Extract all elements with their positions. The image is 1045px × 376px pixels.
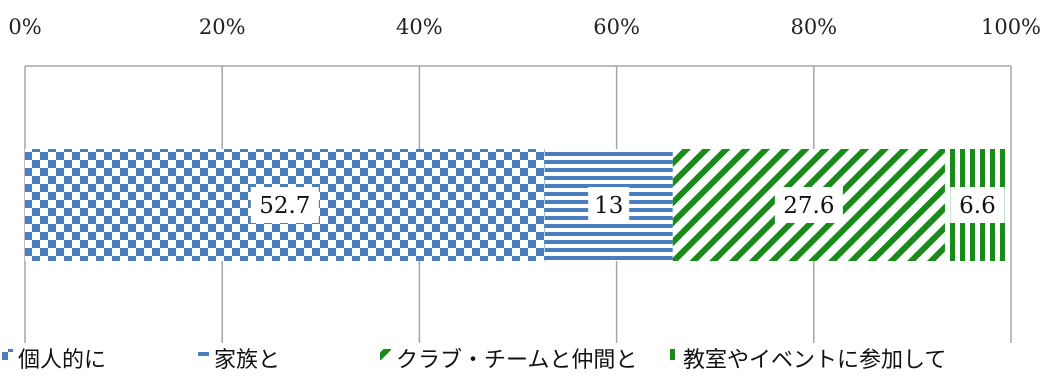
legend-label-2: クラブ・チームと仲間と <box>396 348 637 373</box>
x-tick-label-3: 60% <box>593 15 640 39</box>
data-label-box-3 <box>950 187 1005 223</box>
data-labels: 52.7 13 27.6 6.6 <box>250 187 1005 223</box>
x-tick-label-1: 20% <box>199 15 246 39</box>
legend-swatch-2 <box>380 349 391 360</box>
x-tick-labels: 0% 20% 40% 60% 80% 100% <box>8 15 1041 39</box>
data-label-box-1 <box>588 187 630 223</box>
x-tick-label-4: 80% <box>790 15 837 39</box>
x-tick-label-2: 40% <box>396 15 443 39</box>
x-tick-label-5: 100% <box>981 15 1041 39</box>
legend-label-0: 個人的に <box>18 348 106 373</box>
data-label-box-0 <box>250 187 319 223</box>
data-label-2: 27.6 <box>783 193 834 219</box>
legend-swatch-3 <box>667 349 678 360</box>
data-label-box-2 <box>774 187 843 223</box>
legend-swatch-0 <box>2 349 13 360</box>
data-label-0: 52.7 <box>259 193 310 219</box>
data-label-3: 6.6 <box>959 193 996 219</box>
bar-segments <box>25 149 1011 261</box>
x-tick-label-0: 0% <box>8 15 41 39</box>
legend-label-3: 教室やイベントに参加して <box>683 348 946 373</box>
legend: 個人的に 家族と クラブ・チームと仲間と 教室やイベントに参加して <box>2 348 946 373</box>
legend-swatch-1 <box>198 349 209 360</box>
data-label-1: 13 <box>594 193 623 219</box>
legend-label-1: 家族と <box>214 348 280 373</box>
